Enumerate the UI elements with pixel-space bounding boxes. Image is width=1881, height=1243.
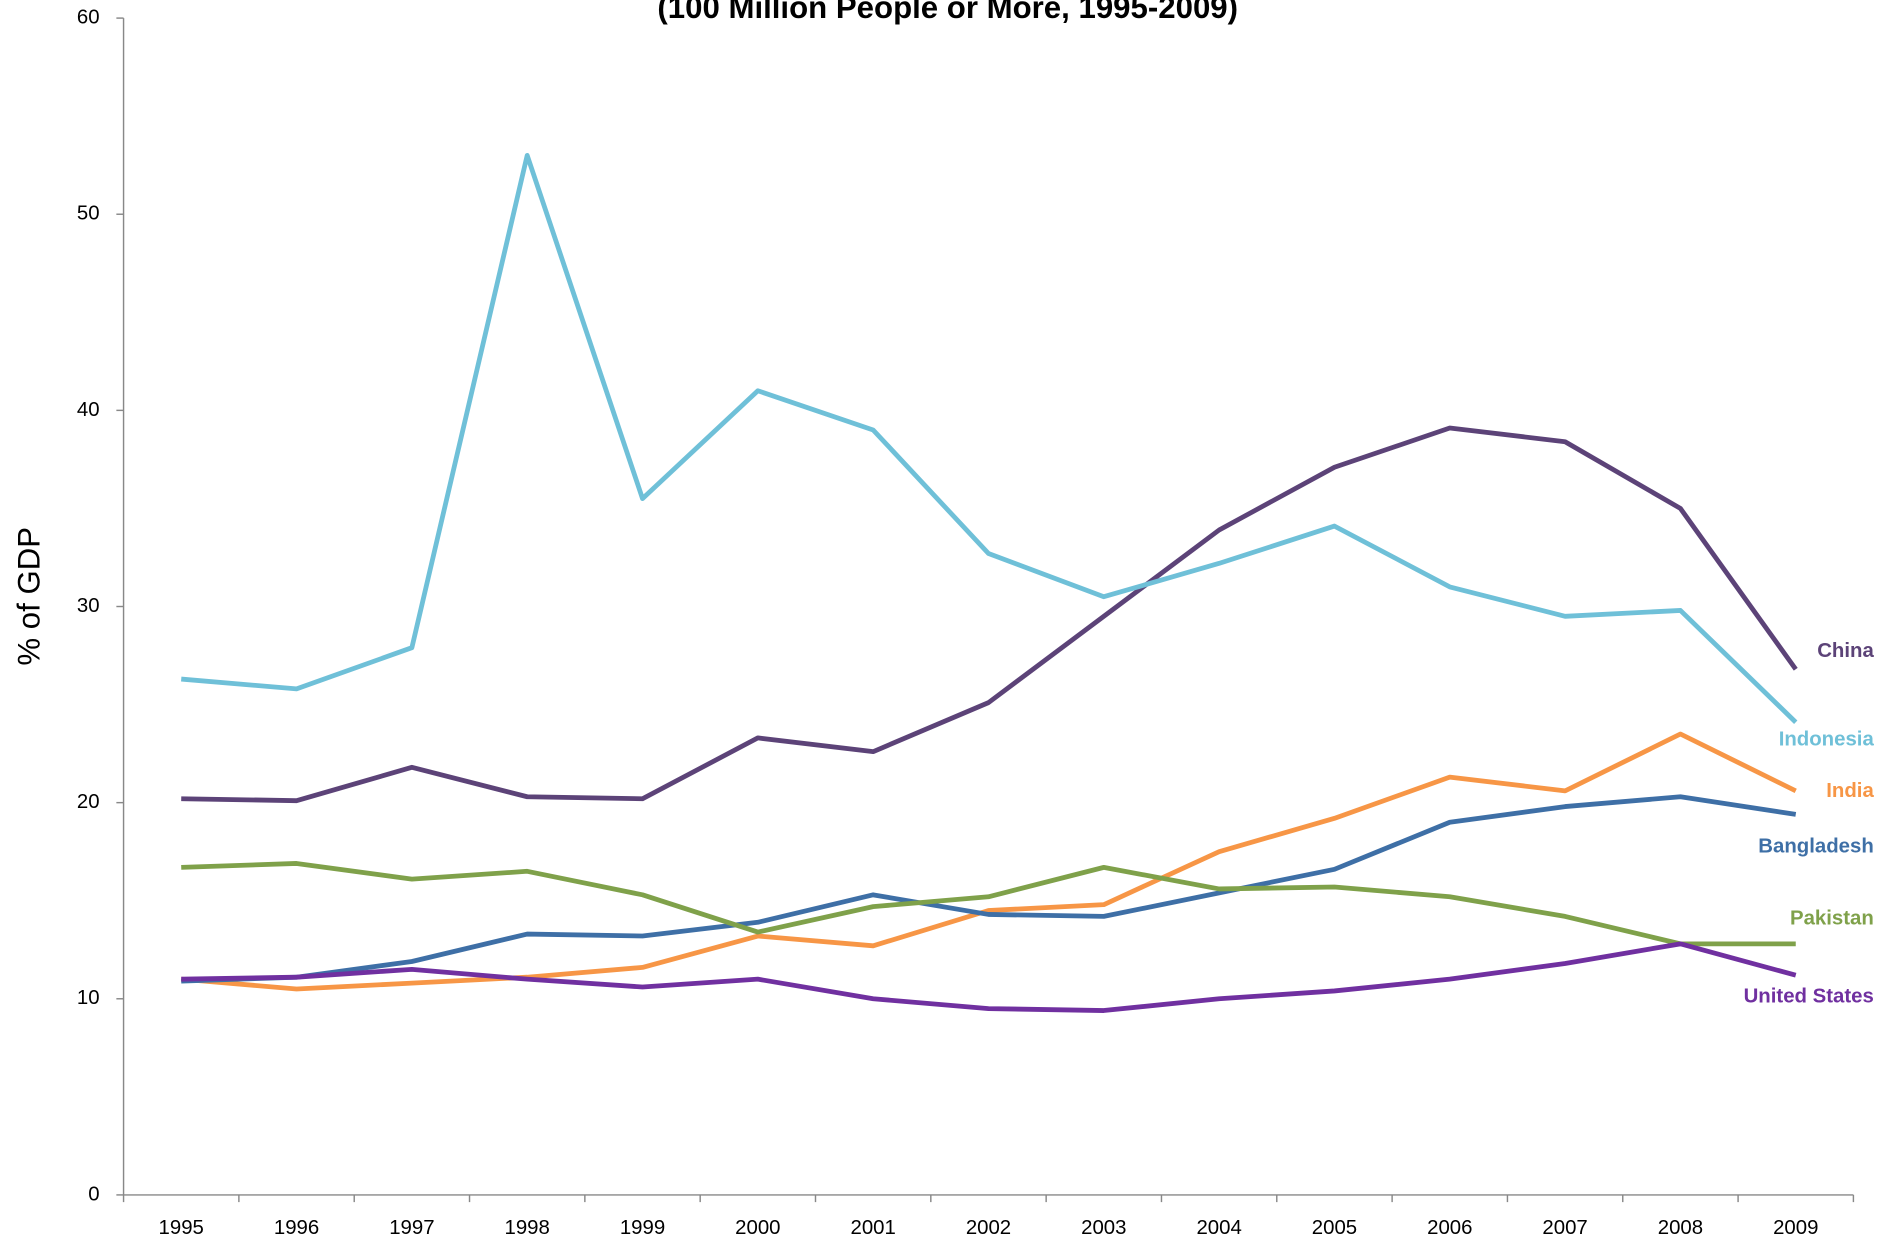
series-line (181, 861, 1796, 947)
y-tick-label: 30 (77, 595, 100, 617)
x-tick-label: 2008 (1658, 1217, 1703, 1239)
x-tick-label: 2004 (1196, 1217, 1241, 1239)
y-axis-label: % of GDP (11, 527, 46, 666)
series-label: China (1817, 640, 1874, 662)
chart-title: (100 Million People or More, 1995-2009) (657, 0, 1238, 25)
series-line (181, 152, 1798, 724)
x-tick-label: 1995 (159, 1217, 204, 1239)
series-line (181, 731, 1797, 992)
x-tick-label: 2007 (1542, 1217, 1587, 1239)
y-tick-label: 10 (77, 987, 100, 1009)
x-tick-label: 1997 (389, 1217, 434, 1239)
y-tick-label: 50 (77, 203, 100, 225)
y-tick-label: 60 (77, 6, 100, 28)
series-label: India (1826, 780, 1874, 802)
x-tick-label: 2000 (735, 1217, 780, 1239)
y-tick-label: 40 (77, 399, 100, 421)
x-tick-label: 1999 (620, 1217, 665, 1239)
series-line (181, 794, 1797, 984)
y-tick-label: 0 (88, 1183, 99, 1205)
x-tick-label: 2002 (966, 1217, 1011, 1239)
series-line (181, 425, 1798, 804)
x-tick-label: 1998 (505, 1217, 550, 1239)
y-tick-label: 20 (77, 791, 100, 813)
x-tick-label: 2001 (850, 1217, 895, 1239)
x-tick-label: 2005 (1312, 1217, 1357, 1239)
x-tick-label: 2006 (1427, 1217, 1472, 1239)
series-label: Indonesia (1779, 729, 1875, 751)
series-label: Pakistan (1790, 907, 1874, 929)
x-tick-label: 1996 (274, 1217, 319, 1239)
x-tick-label: 2003 (1081, 1217, 1126, 1239)
series-line (181, 941, 1797, 1013)
series-label: United States (1744, 985, 1874, 1007)
x-tick-label: 2009 (1773, 1217, 1818, 1239)
series-label: Bangladesh (1758, 835, 1873, 857)
